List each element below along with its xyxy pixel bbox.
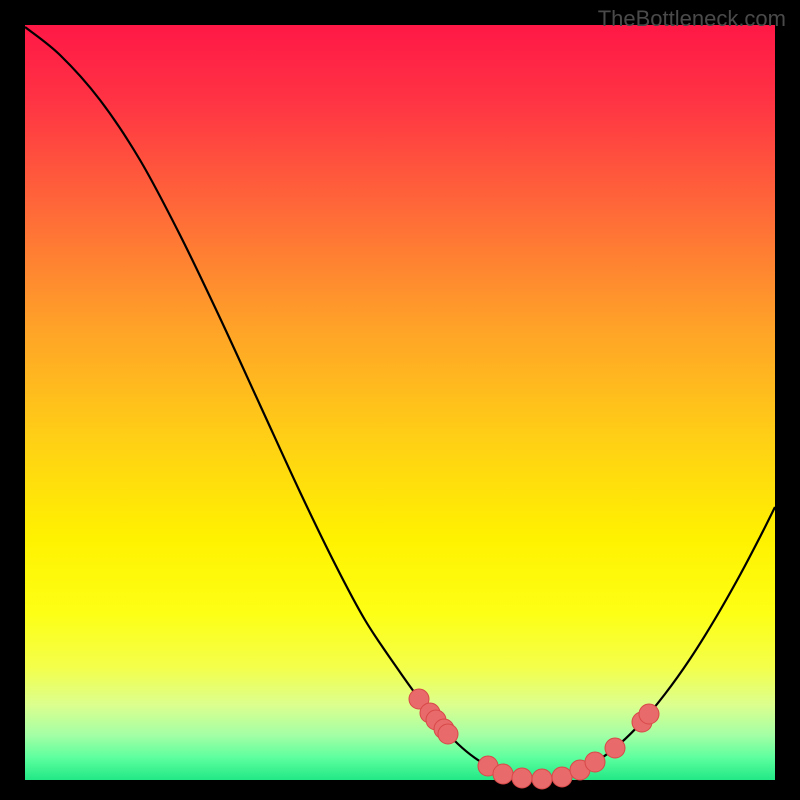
bottleneck-chart xyxy=(0,0,800,800)
marker-point xyxy=(639,704,659,724)
marker-point xyxy=(532,769,552,789)
chart-background xyxy=(25,25,775,780)
marker-point xyxy=(585,752,605,772)
marker-point xyxy=(605,738,625,758)
chart-container: TheBottleneck.com xyxy=(0,0,800,800)
marker-point xyxy=(438,724,458,744)
marker-point xyxy=(493,764,513,784)
watermark-text: TheBottleneck.com xyxy=(598,6,786,32)
marker-point xyxy=(552,767,572,787)
marker-point xyxy=(512,768,532,788)
